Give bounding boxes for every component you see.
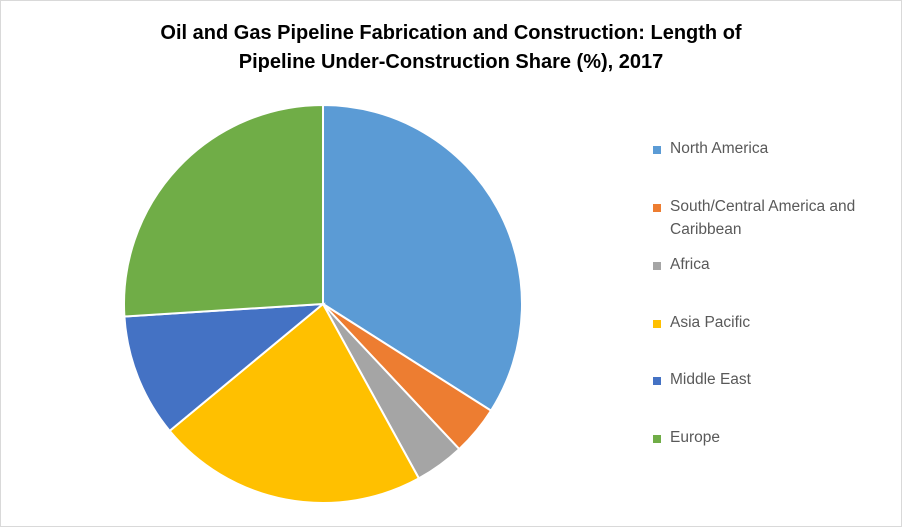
legend-item: Asia Pacific bbox=[653, 311, 893, 334]
pie-slice bbox=[168, 302, 421, 504]
legend-label: Europe bbox=[670, 429, 720, 446]
legend-label: Middle East bbox=[670, 371, 751, 388]
legend-item: Africa bbox=[653, 253, 893, 276]
pie-slice bbox=[322, 103, 523, 413]
legend-swatch bbox=[653, 204, 661, 212]
chart-title: Oil and Gas Pipeline Fabrication and Con… bbox=[160, 22, 742, 73]
pie-slice bbox=[123, 103, 324, 318]
legend-swatch bbox=[653, 377, 661, 385]
legend-swatch bbox=[653, 435, 661, 443]
legend-swatch bbox=[653, 262, 661, 270]
legend-label: Africa bbox=[670, 256, 710, 273]
legend-swatch bbox=[653, 146, 661, 154]
legend-item: North America bbox=[653, 137, 893, 160]
legend-item: Europe bbox=[653, 426, 893, 449]
legend-label: Asia Pacific bbox=[670, 314, 751, 331]
legend-label: South/Central America and Caribbean bbox=[670, 198, 856, 238]
legend-label: North America bbox=[670, 140, 769, 157]
legend-item: South/Central America and Caribbean bbox=[653, 195, 893, 241]
legend-item: Middle East bbox=[653, 368, 893, 391]
legend-swatch bbox=[653, 320, 661, 328]
pie-slice bbox=[123, 302, 327, 433]
